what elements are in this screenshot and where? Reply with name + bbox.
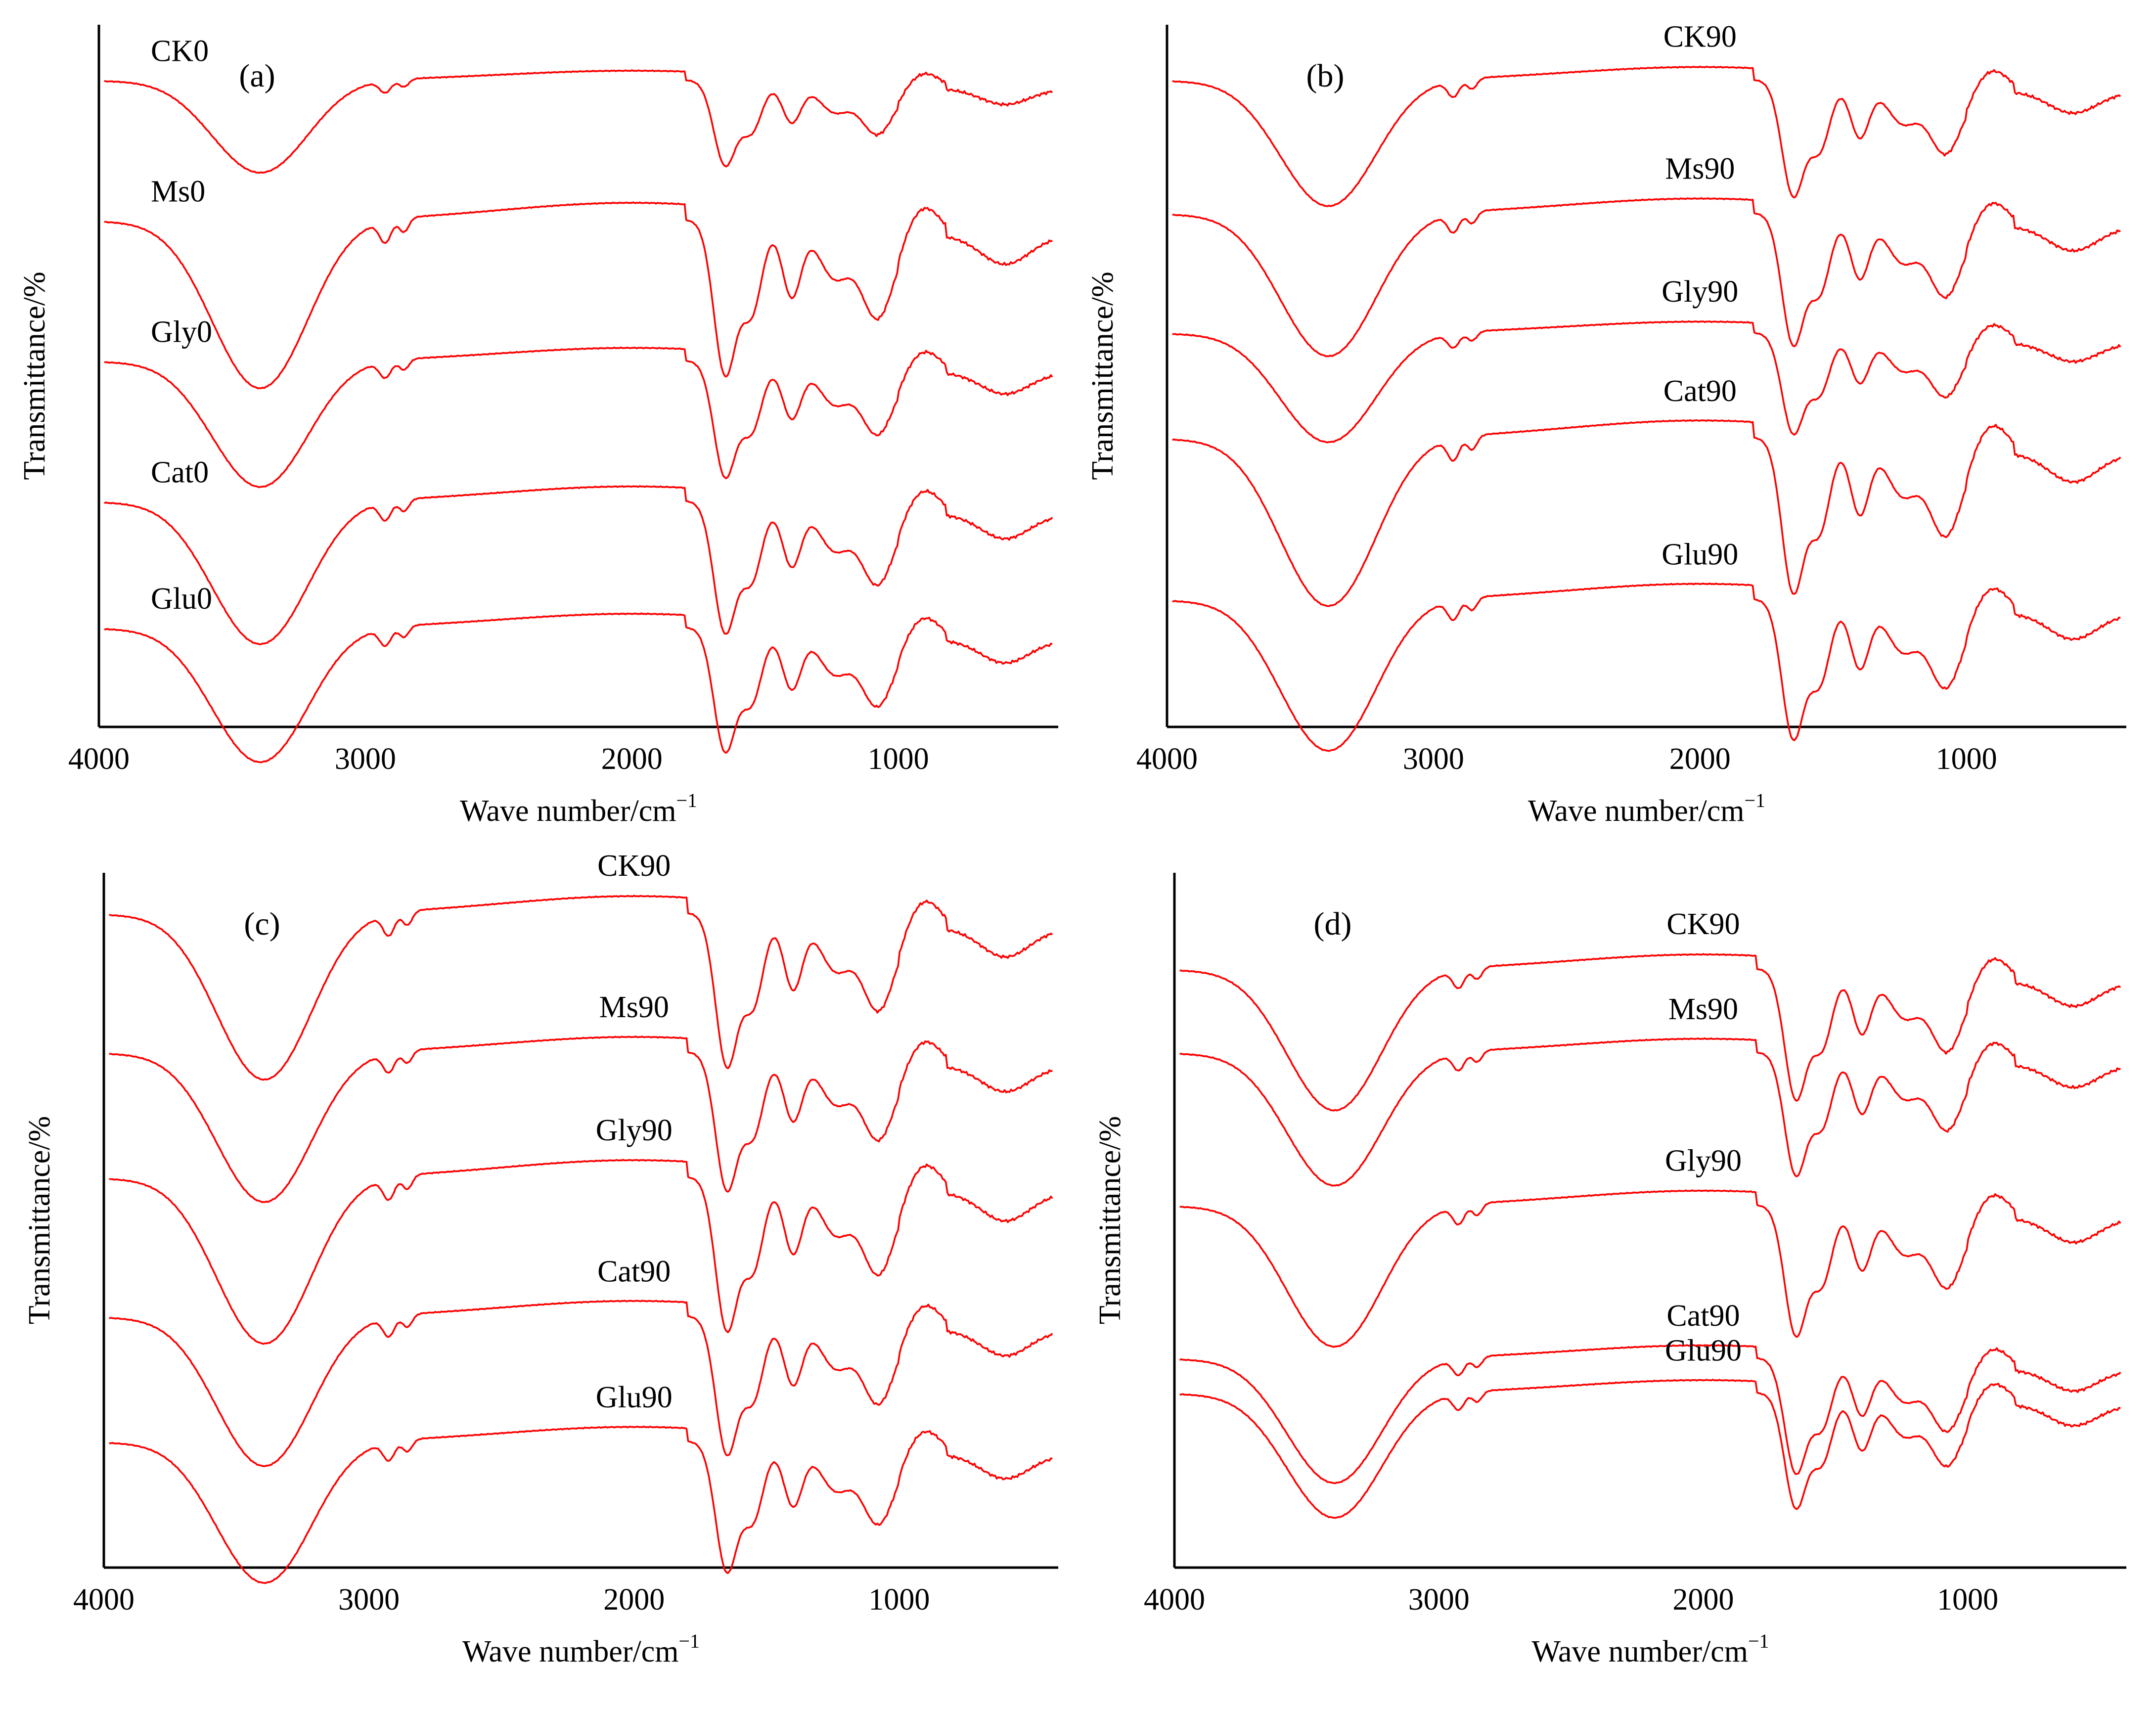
x-axis-title: Wave number/cm−1 — [1528, 789, 1765, 828]
x-axis-title-text: Wave number/cm — [1531, 1635, 1748, 1668]
series-line-ck90 — [109, 895, 1053, 1081]
series-line-cat0 — [103, 485, 1053, 645]
x-tick-label: 3000 — [1408, 1583, 1470, 1617]
series-label: CK90 — [1666, 907, 1740, 941]
series-line-cat90 — [108, 1300, 1053, 1467]
y-axis-title: Transmittance/% — [1086, 271, 1120, 480]
series-line-gly90 — [109, 1159, 1053, 1345]
x-tick-label: 2000 — [601, 742, 663, 776]
x-axis-title-exponent: −1 — [1748, 1630, 1769, 1652]
x-axis-title-exponent: −1 — [678, 1630, 700, 1652]
x-axis-title: Wave number/cm−1 — [1531, 1630, 1769, 1668]
series-label: Glu0 — [151, 582, 212, 616]
series-label: Ms90 — [1665, 152, 1735, 186]
series-label: Glu90 — [1662, 538, 1738, 571]
series-label: Cat90 — [597, 1255, 671, 1288]
series-line-glu90 — [1172, 583, 2121, 752]
series-label: Cat90 — [1663, 374, 1737, 408]
series-label: CK90 — [597, 849, 671, 883]
x-tick-label: 4000 — [1136, 742, 1198, 776]
x-axis-title-exponent: −1 — [676, 789, 697, 811]
x-tick-label: 4000 — [1144, 1583, 1205, 1617]
panel-b: 4000 3000 2000 1000 Wave number/cm−1 Transmit… — [1086, 20, 2126, 828]
y-axis-title: Transmittance/% — [18, 271, 51, 480]
x-tick-label: 3000 — [338, 1583, 400, 1617]
series-line-gly90 — [1179, 1189, 2121, 1348]
panel-label: (a) — [239, 58, 275, 94]
x-tick-label: 4000 — [68, 742, 130, 776]
series-label: Cat90 — [1666, 1299, 1740, 1333]
series-label: Gly90 — [596, 1114, 673, 1147]
series-label: Ms90 — [1668, 992, 1738, 1026]
x-axis-title-text: Wave number/cm — [460, 794, 676, 828]
series-line-gly90 — [1172, 320, 2121, 444]
series-line-ms0 — [104, 201, 1053, 390]
series-label: CK90 — [1663, 20, 1737, 54]
series-line-glu90 — [109, 1425, 1053, 1584]
x-axis-title-text: Wave number/cm — [1528, 794, 1744, 828]
x-tick-label: 1000 — [1937, 1583, 1998, 1617]
series-line-ms90 — [1172, 197, 2121, 358]
x-tick-label: 1000 — [868, 1583, 930, 1617]
x-tick-label: 4000 — [73, 1583, 135, 1617]
panel-d: 4000 3000 2000 1000 Wave number/cm−1 Transmit… — [1093, 873, 2126, 1668]
panel-label: (b) — [1306, 58, 1345, 94]
series-line-ck90 — [1172, 65, 2121, 207]
series-line-gly0 — [104, 346, 1053, 489]
series-label: Glu90 — [1665, 1334, 1742, 1368]
x-tick-label: 2000 — [603, 1583, 665, 1617]
series-line-ck0 — [104, 69, 1053, 174]
series-line-glu90 — [1179, 1379, 2121, 1519]
x-tick-label: 1000 — [868, 742, 929, 776]
series-label: Cat0 — [151, 456, 209, 490]
x-tick-label: 1000 — [1936, 742, 1997, 776]
series-line-cat90 — [1179, 1344, 2121, 1484]
panel-c: 4000 3000 2000 1000 Wave number/cm−1 Transmit… — [23, 849, 1058, 1668]
series-label: Ms0 — [151, 175, 205, 209]
series-label: CK0 — [151, 35, 209, 68]
series-line-ck90 — [1179, 953, 2121, 1112]
series-label: Gly90 — [1665, 1144, 1742, 1178]
series-line-glu0 — [104, 612, 1053, 764]
panel-a: 4000 3000 2000 1000 Wave number/cm−1 Transmit… — [18, 25, 1058, 828]
series-line-cat90 — [1171, 419, 2121, 607]
y-axis-title: Transmittance/% — [1093, 1116, 1127, 1324]
series-label: Gly0 — [151, 315, 212, 349]
x-axis-title-text: Wave number/cm — [462, 1635, 678, 1668]
series-label: Gly90 — [1662, 275, 1738, 309]
x-tick-label: 2000 — [1669, 742, 1731, 776]
series-label: Glu90 — [596, 1381, 673, 1414]
x-axis-title-exponent: −1 — [1744, 789, 1765, 811]
x-axis-title: Wave number/cm−1 — [460, 789, 697, 828]
series-line-ms90 — [109, 1035, 1053, 1203]
series-label: Ms90 — [599, 990, 669, 1024]
x-tick-label: 3000 — [335, 742, 396, 776]
y-axis-title: Transmittance/% — [23, 1116, 56, 1324]
series-line-ms90 — [1179, 1037, 2121, 1187]
panel-label: (d) — [1314, 906, 1352, 942]
x-tick-label: 3000 — [1403, 742, 1464, 776]
x-tick-label: 2000 — [1672, 1583, 1734, 1617]
x-axis-title: Wave number/cm−1 — [462, 1630, 700, 1668]
panel-label: (c) — [244, 906, 280, 942]
